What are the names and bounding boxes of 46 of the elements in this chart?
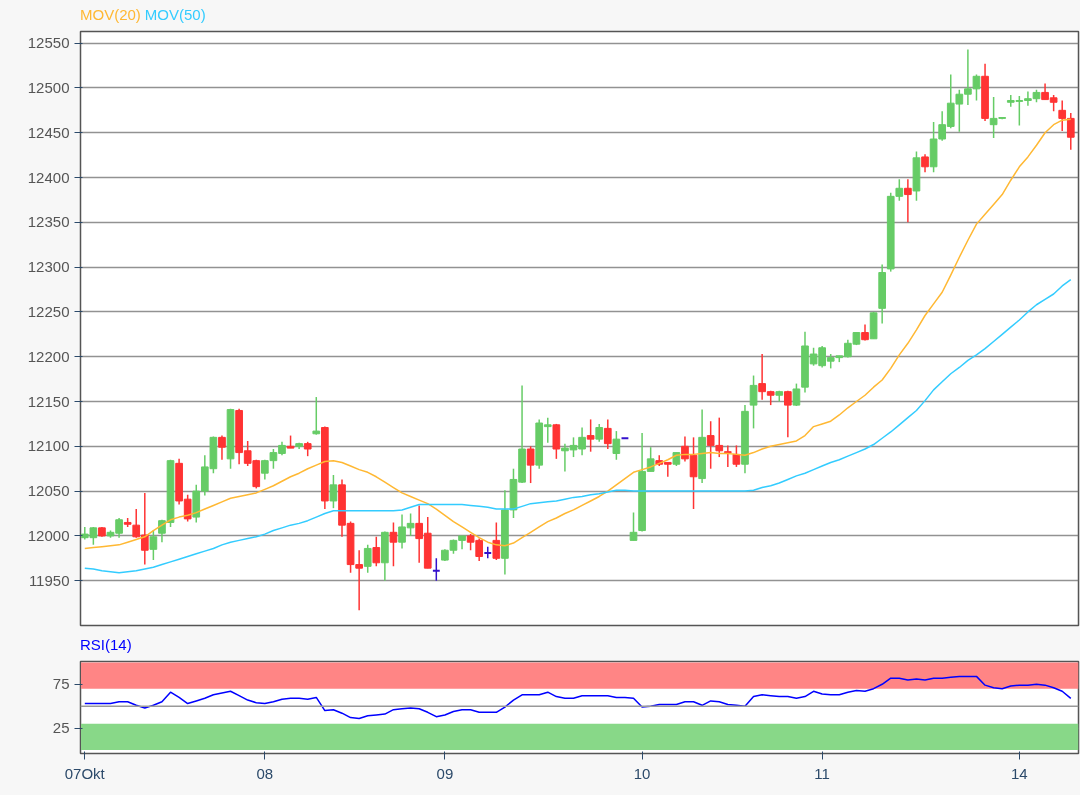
y-tick-label: 12450 [27,123,70,141]
candlestick [363,544,372,574]
y-tick-label: 11950 [28,571,70,589]
y-tick-label: 12150 [27,392,70,410]
candlestick [526,445,535,484]
y-tick-label: 12000 [27,526,70,544]
candlestick [749,374,758,430]
candlestick [372,536,381,568]
candlestick [732,444,741,468]
y-tick-label: 12050 [27,482,70,500]
text: MOV(50) [144,6,206,23]
candlestick [784,390,792,439]
candlestick [492,521,501,561]
y-tick-label: 12550 [27,34,70,52]
text: RSI(14) [80,636,132,653]
y-tick-label: 12250 [27,302,70,320]
y-tick-label: 12350 [27,213,70,231]
line-series [84,278,1072,574]
candlestick [612,430,621,461]
y-tick-label: 12500 [27,78,70,96]
y-tick-label: 75 [52,675,70,693]
x-tick-label: 09 [436,764,454,782]
candlestick [431,557,441,582]
candlestick [629,511,638,542]
line-series [84,675,1072,720]
candlestick [723,444,732,468]
candlestick [586,418,595,453]
candlestick [312,396,321,436]
y-tick-label: 25 [52,719,70,737]
y-tick-label: 12400 [27,168,70,186]
candlestick [149,529,158,561]
x-tick-label: 14 [1011,764,1028,782]
candlestick [603,418,612,450]
y-tick-label: 12100 [27,437,70,455]
x-tick-label: 11 [814,764,830,782]
x-tick-label: 07Okt [64,764,106,782]
candlestick [483,545,493,560]
candlestick [389,521,398,568]
x-tick-label: 08 [256,764,274,782]
candlestick [329,474,338,509]
y-tick-label: 12300 [27,258,70,276]
candlestick [218,434,226,461]
text: MOV(20) [80,6,141,23]
candlestick [904,178,912,224]
x-tick-label: 10 [633,764,651,782]
y-tick-label: 12200 [27,347,70,365]
